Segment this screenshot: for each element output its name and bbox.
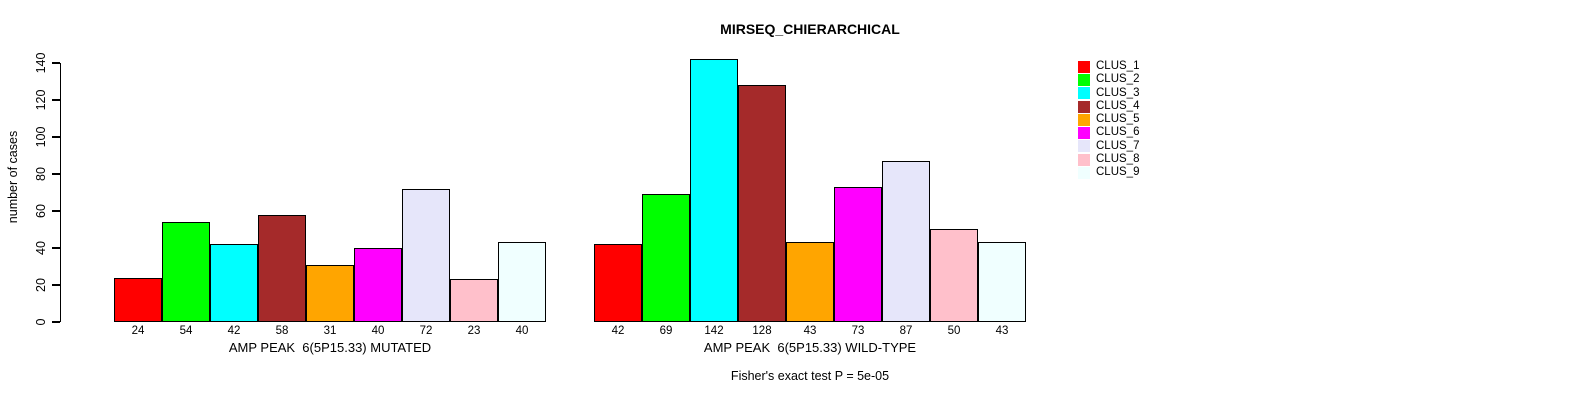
y-tick-label: 0 [34,318,48,326]
bar-value-label: 87 [899,325,913,337]
y-tick-label: 20 [34,278,48,292]
y-tick-label: 120 [34,89,48,111]
legend: CLUS_1 CLUS_2 CLUS_3 CLUS_4 CLUS_5 CLUS_6 CLUS… [1078,60,1139,180]
legend-item: CLUS_4 [1078,100,1139,113]
bar-value-label: 42 [227,325,241,337]
bar [210,244,258,322]
bar-value-label: 72 [419,325,433,337]
y-tick [52,210,60,212]
footnote: Fisher's exact test P = 5e-05 [730,369,890,383]
legend-item: CLUS_8 [1078,153,1139,166]
y-tick-label: 100 [34,126,48,148]
legend-swatch [1078,153,1090,166]
y-tick-label: 40 [34,241,48,255]
bar [930,229,978,322]
legend-swatch [1078,60,1090,73]
y-axis-line [59,63,62,322]
legend-item: CLUS_5 [1078,113,1139,126]
bar-value-label: 142 [704,325,724,337]
bar-value-label: 40 [371,325,385,337]
y-tick [52,62,60,64]
bar-value-label: 54 [179,325,193,337]
y-tick [52,321,60,323]
bar-value-label: 43 [995,325,1009,337]
y-tick-label: 140 [34,52,48,74]
bar [114,278,162,322]
bar [354,248,402,322]
bar-value-label: 50 [947,325,961,337]
bar-value-label: 69 [659,325,673,337]
legend-label: CLUS_5 [1096,113,1140,126]
bar-value-label: 24 [131,325,145,337]
legend-item: CLUS_2 [1078,73,1139,86]
bar-value-label: 42 [611,325,625,337]
bar [258,215,306,322]
legend-label: CLUS_2 [1096,73,1140,86]
y-tick-label: 60 [34,204,48,218]
bar [402,189,450,322]
legend-label: CLUS_9 [1096,166,1140,179]
legend-label: CLUS_4 [1096,99,1140,112]
bar-value-label: 128 [752,325,772,337]
bar-value-label: 43 [803,325,817,337]
bar-value-label: 58 [275,325,289,337]
y-axis-title: number of cases [6,130,20,224]
bar [594,244,642,322]
group-label: AMP PEAK 6(5P15.33) WILD-TYPE [703,340,917,355]
bar [498,242,546,322]
bar [306,265,354,322]
bar-value-label: 23 [467,325,481,337]
bar [738,85,786,322]
bar [162,222,210,322]
bar [690,59,738,322]
bar-value-label: 73 [851,325,865,337]
legend-label: CLUS_8 [1096,153,1140,166]
bar [882,161,930,322]
legend-item: CLUS_3 [1078,87,1139,100]
legend-item: CLUS_1 [1078,60,1139,73]
bar [450,279,498,322]
legend-label: CLUS_6 [1096,126,1140,139]
legend-item: CLUS_6 [1078,126,1140,140]
chart-title: MIRSEQ_CHIERARCHICAL [720,21,900,37]
legend-swatch [1078,87,1090,100]
y-tick [52,99,60,101]
legend-swatch [1078,127,1090,140]
bar [978,242,1026,322]
y-tick [52,247,60,249]
legend-swatch [1078,113,1090,126]
y-tick [52,284,60,286]
bar-value-label: 40 [515,325,529,337]
y-tick [52,173,60,175]
legend-label: CLUS_3 [1096,86,1140,99]
legend-swatch [1078,73,1090,86]
legend-item: CLUS_7 [1078,140,1139,153]
legend-swatch [1078,140,1090,153]
legend-swatch [1078,100,1090,113]
bar-value-label: 31 [323,325,337,337]
bar [834,187,882,322]
legend-swatch [1078,167,1090,180]
bar [642,194,690,322]
legend-label: CLUS_7 [1096,139,1140,152]
y-tick-label: 80 [34,167,48,181]
legend-label: CLUS_1 [1096,60,1140,72]
y-tick [52,136,60,138]
legend-item: CLUS_9 [1078,166,1140,180]
group-label: AMP PEAK 6(5P15.33) MUTATED [228,340,432,355]
bar [786,242,834,322]
